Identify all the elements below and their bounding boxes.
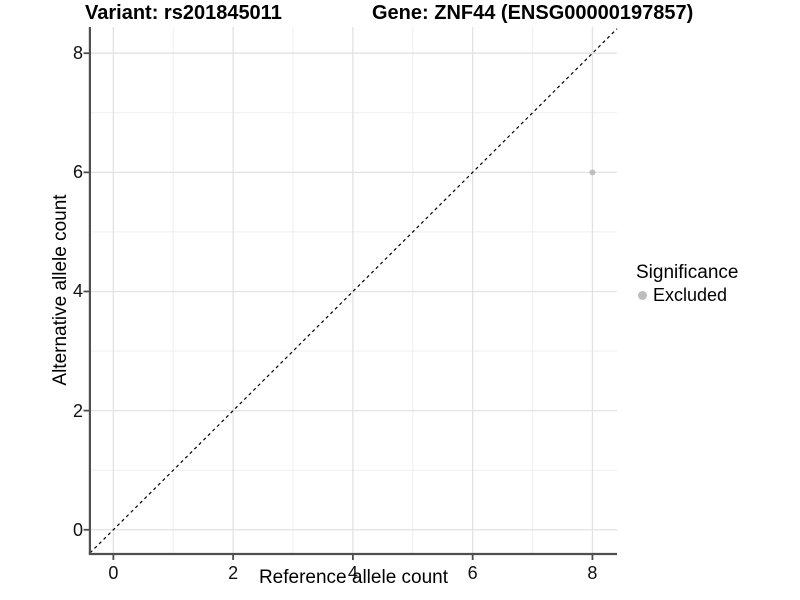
- legend-item-label: Excluded: [653, 285, 728, 305]
- plot-title-variant: Variant: rs201845011: [85, 2, 282, 24]
- y-tick-label: 8: [72, 43, 83, 64]
- excluded-point-icon: [638, 290, 647, 300]
- identity-reference-line: [89, 28, 618, 554]
- y-tick-label: 6: [72, 162, 83, 183]
- legend: Significance Excluded: [636, 261, 738, 306]
- y-tick-label: 0: [72, 519, 83, 540]
- legend-title: Significance: [636, 262, 739, 283]
- legend-item-excluded: Excluded: [636, 284, 738, 306]
- x-axis-title: Reference allele count: [258, 567, 449, 588]
- x-tick-label: 2: [228, 563, 239, 583]
- x-tick-label: 0: [108, 563, 119, 583]
- y-tick-label: 4: [72, 281, 83, 302]
- x-tick-label: 6: [467, 563, 478, 583]
- plot-title-gene: Gene: ZNF44 (ENSG00000197857): [372, 2, 694, 24]
- y-tick-label: 2: [72, 400, 83, 421]
- x-tick-label: 8: [587, 563, 598, 583]
- data-point-excluded: [589, 169, 596, 176]
- x-tick-label: 4: [347, 563, 358, 583]
